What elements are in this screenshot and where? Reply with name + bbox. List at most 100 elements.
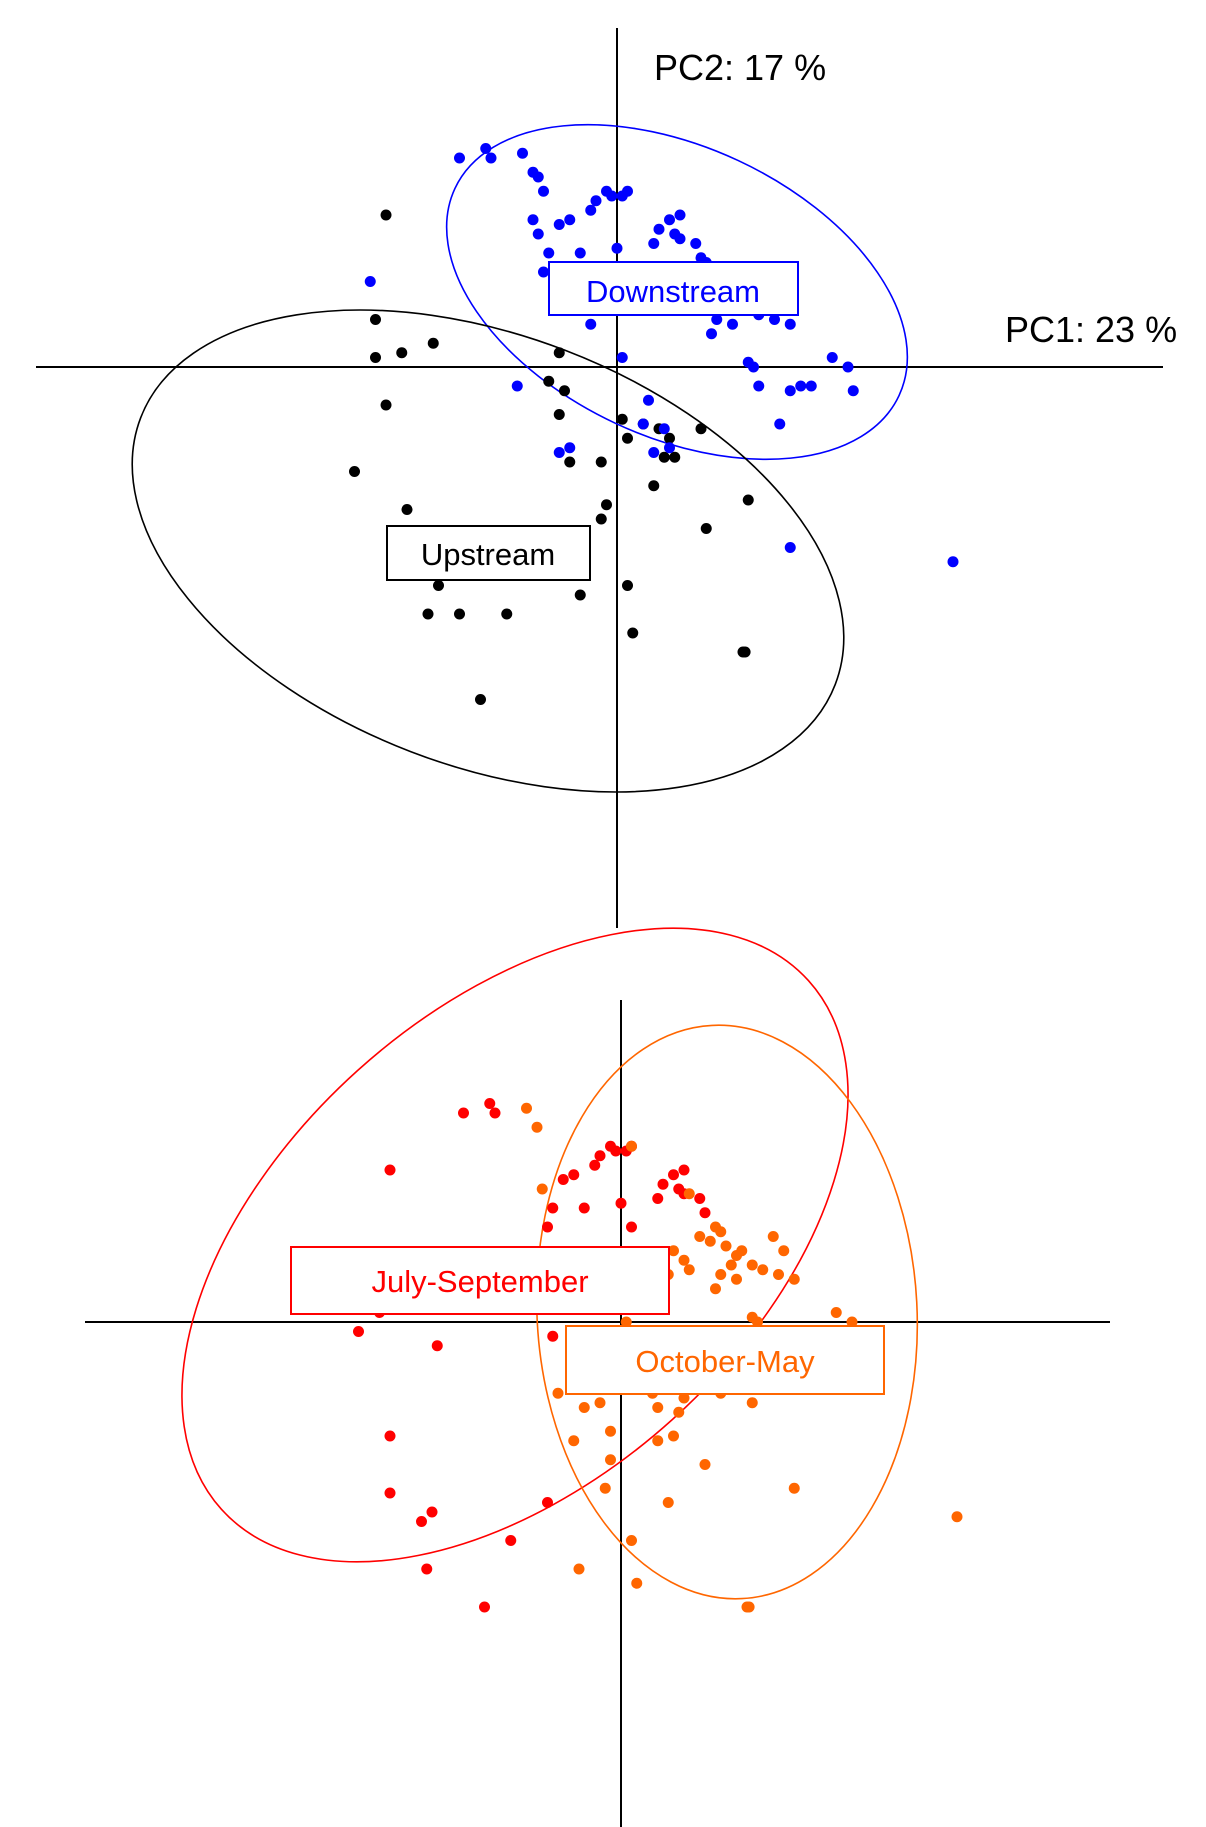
july-september-point [458,1107,469,1119]
october-may-point [599,1482,611,1494]
october-may-point [594,1397,606,1409]
upstream-point [616,413,628,425]
downstream-point [795,380,807,392]
downstream-label-box [548,261,799,316]
october-may-point [699,1459,711,1470]
july-september-point [589,1159,601,1171]
october-may-point [568,1435,580,1447]
october-may-point [620,1316,632,1328]
october-may-point [788,1482,800,1494]
july-september-point [431,1340,443,1352]
october-may-point [731,1273,742,1285]
july-september-point [594,1150,606,1162]
october-may-point [704,1235,716,1247]
october-may-point [652,1435,664,1447]
downstream-point [454,152,465,164]
october-may-point [668,1245,679,1257]
october-may-point [846,1316,858,1328]
october-may-point [678,1254,690,1266]
downstream-point [511,380,523,392]
downstream-point [622,185,633,197]
october-may-point [725,1259,737,1271]
upstream-point [669,451,681,463]
october-may-point [788,1273,800,1285]
downstream-point [527,214,539,226]
october-may-point [605,1454,616,1466]
downstream-point [611,242,623,254]
downstream-point [538,266,549,278]
downstream-point [664,442,675,454]
july-september-point [557,1174,569,1185]
downstream-point [648,238,660,249]
upstream-point [648,480,660,492]
october-may-point [683,1188,695,1200]
upstream-point [664,432,675,444]
downstream-point [847,385,859,397]
october-may-label-box [565,1325,885,1395]
downstream-point [664,214,675,226]
downstream-point [637,418,649,430]
downstream-ellipse [445,123,909,461]
july-september-point [426,1506,438,1518]
upstream-point [475,694,486,705]
october-may-label: October-May [635,1344,815,1379]
october-may-point [773,1269,784,1280]
july-september-ellipse [181,927,849,1563]
downstream-point [774,418,786,430]
downstream-point [653,223,665,235]
upstream-point [433,580,444,591]
downstream-point [784,385,796,397]
upstream-label: Upstream [421,537,555,572]
downstream-point [727,318,738,330]
october-may-point [720,1240,732,1252]
downstream-point [590,195,602,207]
x-axis-label: PC1: 23 % [1005,309,1177,350]
upstream-point [658,451,670,463]
july-september-point [542,1221,553,1233]
downstream-point [538,185,549,197]
downstream-point [585,204,597,216]
downstream-point [485,152,497,164]
october-may-point [531,1121,543,1133]
downstream-point [769,314,780,325]
upstream-point [742,494,754,506]
october-may-point [757,1264,769,1276]
october-may-point [743,1601,755,1613]
july-september-point [384,1430,396,1442]
downstream-point [690,238,702,249]
october-may-point [521,1102,532,1114]
pca-panel-location: PC2: 17 % PC1: 23 % Downstream Upstream [36,28,1177,928]
upstream-point [370,314,381,325]
upstream-label-box [386,525,591,581]
downstream-point [364,276,376,287]
upstream-point [553,347,565,359]
july-september-point [542,1497,553,1508]
july-september-point [652,1193,664,1204]
downstream-label: Downstream [586,274,760,309]
july-september-point [384,1487,396,1499]
october-may-point [673,1406,685,1418]
downstream-point [947,556,959,568]
upstream-point [601,499,612,511]
upstream-point [627,627,639,639]
upstream-point [622,580,633,591]
upstream-point [401,504,413,515]
downstream-point [784,542,796,553]
july-september-point [547,1202,559,1214]
october-may-ellipse [535,1024,919,1600]
october-may-point [746,1311,758,1323]
upstream-point [574,589,586,601]
october-may-point [578,1402,590,1413]
upstream-point [454,608,465,620]
upstream-point [370,352,381,363]
upstream-point [427,337,439,349]
downstream-point [648,447,660,458]
july-september-point [505,1535,517,1546]
downstream-point [532,228,544,240]
october-may-point [746,1259,758,1271]
july-september-point [615,1197,627,1209]
july-september-point [578,1202,590,1214]
downstream-point [574,247,586,259]
downstream-point [826,352,838,363]
october-may-point [605,1425,616,1437]
